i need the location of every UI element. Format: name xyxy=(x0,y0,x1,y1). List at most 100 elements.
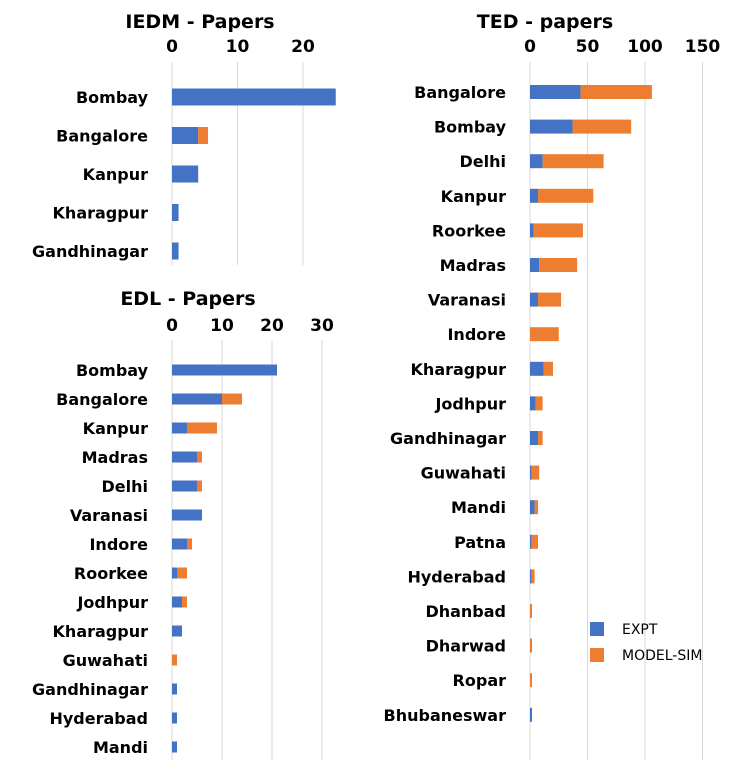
bar-model-sim xyxy=(530,604,532,618)
category-label: Indore xyxy=(89,535,148,554)
category-label: Dharwad xyxy=(426,637,506,656)
category-label: Kanpur xyxy=(441,187,506,206)
bar-expt xyxy=(172,88,336,106)
bar-expt xyxy=(530,258,540,272)
legend-swatch-model-sim xyxy=(590,648,604,662)
category-label: Madras xyxy=(440,256,506,275)
bar-model-sim xyxy=(187,422,217,434)
bar-model-sim xyxy=(530,638,532,653)
category-label: Kharagpur xyxy=(53,622,149,641)
category-label: Bhubaneswar xyxy=(384,706,507,725)
category-label: Guwahati xyxy=(421,464,506,483)
bar-model-sim xyxy=(530,673,532,688)
chart-iedm: IEDM - Papers 0 10 20 Bombay Bangalore Kanpu… xyxy=(32,11,336,265)
category-label: Bombay xyxy=(434,118,507,137)
bar-expt xyxy=(172,451,197,463)
bar-model-sim xyxy=(172,654,177,666)
category-label: Delhi xyxy=(460,152,507,171)
bar-expt xyxy=(172,480,197,492)
bar-model-sim xyxy=(187,538,192,550)
category-label: Hyderabad xyxy=(407,567,506,586)
chart-title-edl: EDL - Papers xyxy=(120,288,255,310)
x-tick-label: 100 xyxy=(627,37,663,57)
bar-model-sim xyxy=(534,500,539,515)
category-label: Varanasi xyxy=(70,506,148,525)
x-tick-label: 0 xyxy=(524,37,536,57)
bar-expt xyxy=(172,242,179,260)
category-label: Roorkee xyxy=(432,221,506,240)
legend-swatch-expt xyxy=(590,622,604,636)
bar-expt xyxy=(530,292,539,307)
x-tick-label: 20 xyxy=(291,37,315,57)
x-tick-label: 30 xyxy=(310,316,334,336)
bar-model-sim xyxy=(198,127,209,144)
legend-label-model-sim: MODEL-SIM xyxy=(622,648,702,664)
bar-expt xyxy=(172,596,182,608)
x-tick-label: 150 xyxy=(685,37,721,57)
category-label: Madras xyxy=(82,448,148,467)
category-label: Roorkee xyxy=(74,564,148,583)
category-label: Kanpur xyxy=(83,419,148,438)
bar-expt xyxy=(530,361,544,376)
bar-expt xyxy=(172,127,199,144)
x-tick-label: 10 xyxy=(226,37,250,57)
bar-model-sim xyxy=(531,569,535,584)
bar-expt xyxy=(530,188,539,203)
category-label: Jodhpur xyxy=(434,394,506,413)
category-label: Bangalore xyxy=(414,83,506,102)
bar-model-sim xyxy=(533,223,583,238)
legend-label-expt: EXPT xyxy=(622,622,658,638)
bar-model-sim xyxy=(197,480,202,492)
category-label: Mandi xyxy=(93,738,148,757)
category-label: Hyderabad xyxy=(49,709,148,728)
bar-expt xyxy=(530,396,536,411)
bar-expt xyxy=(530,569,532,584)
bar-expt xyxy=(530,500,535,515)
category-label: Guwahati xyxy=(63,651,148,670)
category-label: Gandhinagar xyxy=(390,429,506,448)
bar-model-sim xyxy=(535,396,543,411)
bar-expt xyxy=(172,625,182,637)
category-label: Kharagpur xyxy=(411,360,507,379)
legend: EXPT MODEL-SIM xyxy=(590,622,702,664)
bar-expt xyxy=(172,509,202,521)
bar-expt xyxy=(172,165,199,183)
bar-model-sim xyxy=(531,534,539,549)
bar-expt xyxy=(530,119,573,134)
bar-model-sim xyxy=(538,292,562,307)
bar-model-sim xyxy=(197,451,202,463)
category-label: Bombay xyxy=(76,361,149,380)
bar-model-sim xyxy=(531,465,540,480)
bar-model-sim xyxy=(222,393,242,405)
bar-model-sim xyxy=(543,361,553,376)
category-label: Kanpur xyxy=(83,165,148,184)
chart-title-iedm: IEDM - Papers xyxy=(125,11,274,33)
x-tick-label: 50 xyxy=(576,37,600,57)
category-label: Jodhpur xyxy=(76,593,148,612)
bar-expt xyxy=(530,154,543,169)
bar-expt xyxy=(530,85,581,99)
bar-expt xyxy=(530,223,534,238)
category-label: Gandhinagar xyxy=(32,242,148,261)
chart-title-ted: TED - papers xyxy=(477,11,613,33)
x-tick-label: 10 xyxy=(210,316,234,336)
category-label: Bangalore xyxy=(56,127,148,146)
bar-expt xyxy=(530,534,532,549)
category-label: Ropar xyxy=(453,671,507,690)
category-label: Varanasi xyxy=(428,291,506,310)
category-label: Mandi xyxy=(451,498,506,517)
bar-expt xyxy=(530,431,539,445)
category-label: Patna xyxy=(454,533,506,552)
chart-ted: TED - papers 0 50 100 150 Bangalore Bombay De… xyxy=(384,11,721,760)
bar-expt xyxy=(172,683,177,695)
bar-model-sim xyxy=(539,258,578,272)
bar-expt xyxy=(172,741,177,753)
category-label: Bangalore xyxy=(56,390,148,409)
x-tick-label: 20 xyxy=(260,316,284,336)
bar-model-sim xyxy=(572,119,632,134)
chart-edl: EDL - Papers 0 10 20 30 Bombay Bangalore Kanp… xyxy=(32,288,334,760)
category-label: Gandhinagar xyxy=(32,680,148,699)
bar-model-sim xyxy=(182,596,187,608)
bar-model-sim xyxy=(538,431,543,445)
